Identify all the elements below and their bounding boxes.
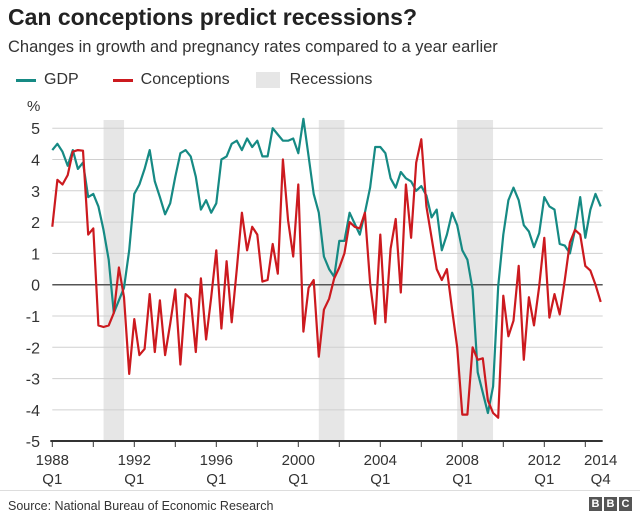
x-tick-year: 2014 <box>584 452 617 469</box>
legend-swatch-conceptions <box>112 78 133 82</box>
legend-item-conceptions: Conceptions <box>105 71 230 89</box>
y-tick-label: 5 <box>31 121 40 138</box>
x-tick-year: 1988 <box>36 452 69 469</box>
y-tick-label: 1 <box>31 246 40 263</box>
y-axis-unit: % <box>27 98 40 115</box>
footer-divider <box>0 490 640 491</box>
x-tick-year: 2012 <box>528 452 561 469</box>
x-tick-quarter: Q4 <box>591 471 611 488</box>
y-tick-label: 4 <box>31 153 40 170</box>
y-tick-label: 0 <box>31 278 40 295</box>
series-line-gdp <box>51 117 602 415</box>
legend-label-gdp: GDP <box>44 71 79 88</box>
legend: GDP Conceptions Recessions <box>8 71 398 89</box>
x-tick-quarter: Q1 <box>206 471 226 488</box>
y-tick-label: 3 <box>31 184 40 201</box>
source-note: Source: National Bureau of Economic Rese… <box>8 499 274 513</box>
legend-swatch-recessions <box>255 72 280 88</box>
legend-label-conceptions: Conceptions <box>140 71 230 88</box>
recession-band <box>103 120 125 441</box>
y-tick-label: -2 <box>26 340 40 357</box>
x-tick-quarter: Q1 <box>534 471 554 488</box>
x-tick-year: 1992 <box>118 452 151 469</box>
legend-label-recessions: Recessions <box>289 71 373 88</box>
x-tick-quarter: Q1 <box>370 471 390 488</box>
x-tick-quarter: Q1 <box>124 471 144 488</box>
legend-item-recessions: Recessions <box>255 71 373 89</box>
y-tick-label: -4 <box>26 403 40 420</box>
series-line-conceptions <box>51 138 602 419</box>
chart-title: Can conceptions predict recessions? <box>8 4 418 30</box>
x-tick-year: 2004 <box>364 452 397 469</box>
x-tick-quarter: Q1 <box>452 471 472 488</box>
y-tick-label: 2 <box>31 215 40 232</box>
legend-swatch-gdp <box>16 78 36 82</box>
x-tick-year: 1996 <box>200 452 233 469</box>
y-tick-label: -1 <box>26 309 40 326</box>
y-tick-label: -3 <box>26 372 40 389</box>
chart-subtitle: Changes in growth and pregnancy rates co… <box>8 38 498 56</box>
y-tick-label: -5 <box>26 434 40 451</box>
recession-band <box>318 120 345 441</box>
x-tick-year: 2000 <box>282 452 315 469</box>
x-tick-year: 2008 <box>446 452 479 469</box>
legend-item-gdp: GDP <box>8 71 79 89</box>
chart-plot: 5 4 3 2 1 0 -1 -2 -3 -4 -5% 1988 Q1 1992 Q1 1996 Q1 2000 Q… <box>26 98 618 488</box>
x-tick-quarter: Q1 <box>42 471 62 488</box>
x-tick-quarter: Q1 <box>288 471 308 488</box>
